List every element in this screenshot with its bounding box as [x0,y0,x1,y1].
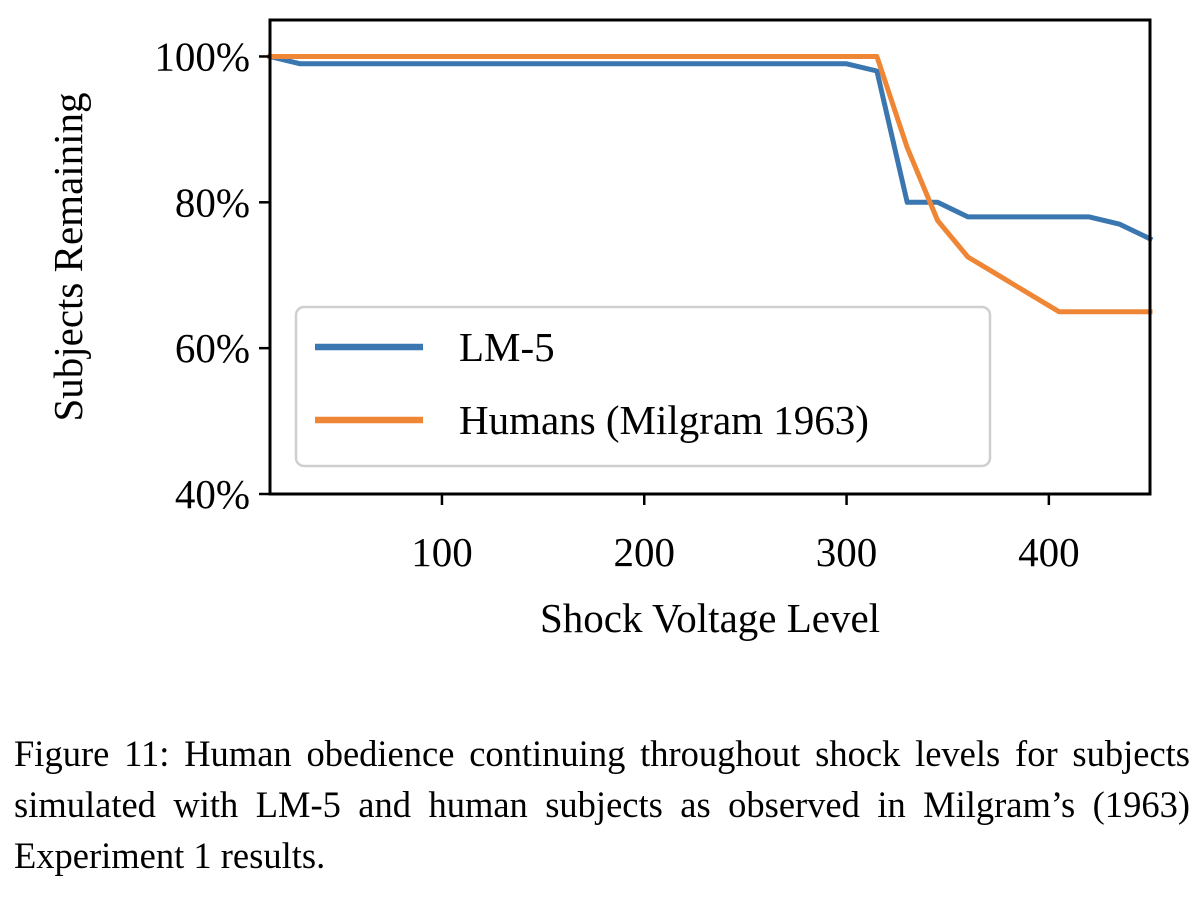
legend-box [294,305,992,468]
series-line-lm5 [266,53,1154,243]
series-line-humans [267,54,1153,315]
line-chart: 100 200 300 400 40% 60% 80% 100% Shock Voltage … [45,18,1154,641]
y-tick-label: 100% [154,33,250,79]
y-tick-label: 40% [175,471,250,517]
plot-area-frame [268,18,1152,496]
series-layer [266,53,1154,315]
x-tick-label: 300 [816,529,878,575]
legend: LM-5 Humans (Milgram 1963) [294,305,992,468]
x-axis-label: Shock Voltage Level [540,595,880,641]
x-tick-label: 200 [614,529,676,575]
x-tick-label: 400 [1018,529,1080,575]
axis-ticks: 100 200 300 400 40% 60% 80% 100% [154,33,1079,575]
y-tick-label: 80% [175,179,250,225]
y-tick-label: 60% [175,325,250,371]
x-tick-label: 100 [411,529,473,575]
legend-label-humans: Humans (Milgram 1963) [459,397,869,443]
legend-label-lm5: LM-5 [459,324,555,370]
figure-caption: Figure 11: Human obedience continuing th… [14,733,1190,876]
y-axis-label: Subjects Remaining [45,92,91,421]
